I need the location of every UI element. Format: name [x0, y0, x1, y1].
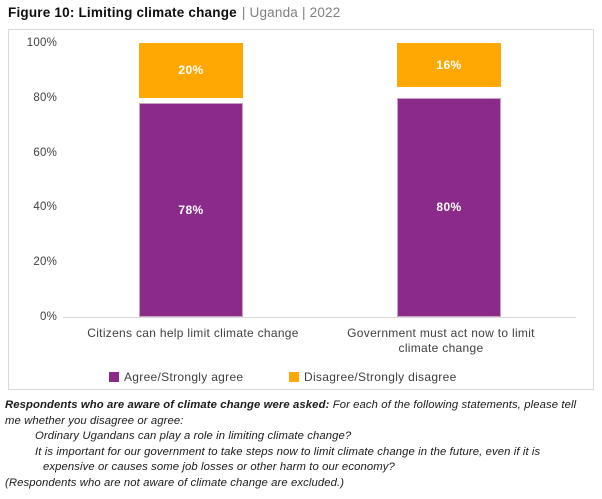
- footnote-prompt: Respondents who are aware of climate cha…: [5, 398, 580, 429]
- category-label: Government must act now to limit climate…: [347, 326, 535, 355]
- legend: Agree/Strongly agree Disagree/Strongly di…: [9, 370, 593, 386]
- legend-swatch-icon: [289, 372, 299, 382]
- bar-value-label: 16%: [436, 57, 462, 72]
- legend-swatch-icon: [109, 372, 119, 382]
- y-tick-label: 100%: [26, 37, 57, 49]
- figure-title: Figure 10: Limiting climate change | Ugan…: [8, 5, 340, 20]
- footnote-prompt-rest: For each of the following statements, pl…: [5, 399, 577, 427]
- bar-segment-agree: 78%: [139, 103, 243, 317]
- bar-value-label: 78%: [178, 203, 204, 218]
- legend-label: Disagree/Strongly disagree: [304, 370, 457, 384]
- bar-column: 80% 16%: [397, 43, 501, 317]
- figure-title-context: | Uganda | 2022: [241, 5, 341, 20]
- y-tick-label: 60%: [33, 146, 57, 159]
- footnote-exclusion: (Respondents who are not aware of climat…: [5, 476, 345, 489]
- footnote-statement: Ordinary Ugandans can play a role in lim…: [35, 430, 352, 443]
- footnote: Respondents who are aware of climate cha…: [5, 398, 580, 492]
- plot-area: 78% 20% 80% 16%: [63, 43, 576, 318]
- y-tick-label: 40%: [33, 201, 57, 214]
- bar-segment-disagree: 16%: [397, 43, 501, 87]
- legend-item: Agree/Strongly agree: [109, 370, 243, 384]
- bar-segment-agree: 80%: [397, 97, 501, 317]
- figure-title-main: Figure 10: Limiting climate change: [8, 5, 237, 20]
- y-tick-label: 20%: [33, 256, 57, 269]
- legend-label: Agree/Strongly agree: [124, 370, 244, 384]
- footnote-statement: It is important for our government to ta…: [35, 445, 541, 474]
- legend-item: Disagree/Strongly disagree: [289, 370, 457, 384]
- y-tick-label: 0%: [39, 311, 57, 323]
- bar-value-label: 20%: [178, 63, 204, 78]
- category-label: Citizens can help limit climate change: [87, 326, 299, 340]
- y-tick-label: 80%: [33, 91, 57, 104]
- bar-column: 78% 20%: [139, 43, 243, 317]
- y-axis: 0% 20% 40% 60% 80% 100%: [9, 30, 57, 389]
- bar-value-label: 80%: [436, 200, 462, 215]
- chart-area: 0% 20% 40% 60% 80% 100% 78% 20% 80% 16% Citizens…: [8, 29, 594, 390]
- bar-segment-disagree: 20%: [139, 43, 243, 98]
- footnote-prompt-bold: Respondents who are aware of climate cha…: [5, 399, 330, 411]
